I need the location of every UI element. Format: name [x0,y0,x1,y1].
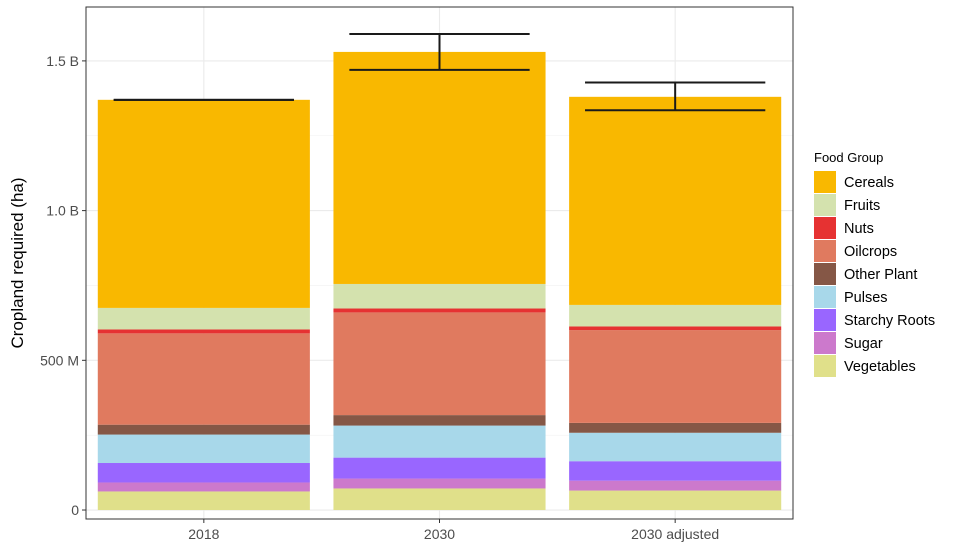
legend-label: Sugar [844,336,883,352]
y-tick-label: 1.5 B [46,53,79,69]
bar-segment-pulses [569,432,782,462]
bar-segment-other-plant [569,422,782,433]
bar-segment-oilcrops [97,333,310,425]
y-axis-title: Cropland required (ha) [8,177,27,348]
bars-layer [97,51,782,511]
bar-segment-other-plant [333,415,546,426]
legend-label: Vegetables [844,359,916,375]
bar-segment-fruits [569,304,782,327]
legend-label: Nuts [844,221,874,237]
bar-segment-vegetables [97,491,310,511]
legend-key-pulses [814,286,836,308]
x-tick-label: 2018 [188,526,219,542]
legend-label: Cereals [844,175,894,191]
bar-segment-pulses [333,425,546,458]
bar-segment-starchy-roots [97,463,310,483]
bar-segment-nuts [333,308,546,313]
legend-key-fruits [814,194,836,216]
bar-segment-cereals [569,96,782,305]
legend-label: Starchy Roots [844,313,935,329]
bar-segment-cereals [97,99,310,308]
y-tick-label: 0 [71,502,79,518]
legend-label: Fruits [844,198,880,214]
legend-key-starchy-roots [814,309,836,331]
bar-segment-fruits [333,283,546,309]
bar-segment-sugar [97,482,310,492]
bar-segment-sugar [333,478,546,489]
x-tick-label: 2030 adjusted [631,526,719,542]
y-tick-label: 1.0 B [46,203,79,219]
bar-segment-nuts [97,329,310,334]
bar-segment-starchy-roots [569,461,782,481]
legend-title: Food Group [814,150,883,165]
bar-segment-other-plant [97,424,310,435]
bar-segment-pulses [97,434,310,464]
legend-key-other-plant [814,263,836,285]
bar-segment-cereals [333,51,546,284]
x-axis: 2018 2030 2030 adjusted [188,519,719,542]
y-axis: 0 500 M 1.0 B 1.5 B [40,53,86,518]
legend: Food Group Cereals Fruits Nuts Oilcrops Othe… [814,150,935,377]
bar-segment-oilcrops [333,312,546,416]
legend-key-nuts [814,217,836,239]
bar-segment-starchy-roots [333,457,546,479]
x-tick-label: 2030 [424,526,455,542]
bar-segment-fruits [97,307,310,330]
bar-segment-sugar [569,480,782,491]
y-tick-label: 500 M [40,352,79,368]
legend-key-oilcrops [814,240,836,262]
error-bars-layer [113,32,766,112]
legend-label: Other Plant [844,267,917,283]
legend-key-sugar [814,332,836,354]
legend-label: Oilcrops [844,244,897,260]
bar-segment-vegetables [569,490,782,511]
bar-segment-vegetables [333,488,546,511]
bar-segment-nuts [569,326,782,331]
legend-key-vegetables [814,355,836,377]
legend-label: Pulses [844,290,888,306]
legend-key-cereals [814,171,836,193]
bar-segment-oilcrops [569,330,782,423]
